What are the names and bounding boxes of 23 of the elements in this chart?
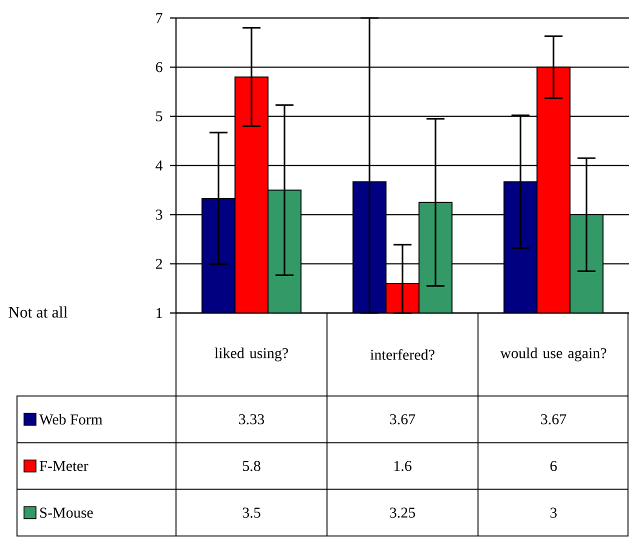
data-label: 3.67 <box>541 414 566 424</box>
legend-label: Web Form <box>39 414 102 425</box>
y-tick-label: 1 <box>156 308 162 318</box>
y-tick-label: 2 <box>156 258 162 269</box>
legend-label: S-Mouse <box>40 508 93 518</box>
y-tick-label: 6 <box>156 62 162 72</box>
x-tick-label: would use again? <box>500 348 606 362</box>
data-label: 5.8 <box>243 460 260 472</box>
x-tick-label: liked using? <box>214 348 288 362</box>
legend-label: F-Meter <box>40 461 88 471</box>
y-tick-label: 5 <box>156 111 162 122</box>
data-label: 3.5 <box>242 508 260 518</box>
x-tick-label: interfered? <box>370 349 434 360</box>
y-tick-label: 7 <box>156 13 162 23</box>
y-tick-label: 4 <box>156 160 163 170</box>
data-label: 3 <box>550 508 557 518</box>
y-tick-label: 3 <box>156 210 162 220</box>
data-label: 3.25 <box>390 508 416 518</box>
data-label: 6 <box>550 460 557 472</box>
data-label: 3.33 <box>239 414 264 424</box>
text: Not at all <box>8 306 68 318</box>
data-label: 1.6 <box>394 460 412 472</box>
data-label: 3.67 <box>390 414 416 424</box>
